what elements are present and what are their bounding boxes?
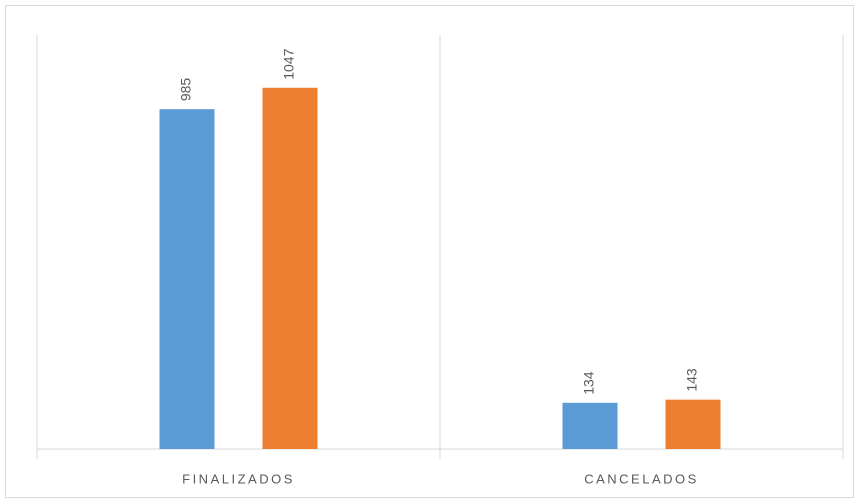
bar	[159, 109, 215, 450]
bar	[562, 402, 618, 449]
x-tick-label: CANCELADOS	[584, 471, 699, 486]
data-label: 143	[684, 368, 700, 392]
x-tick-label: FINALIZADOS	[182, 471, 295, 486]
bar	[262, 87, 318, 449]
data-label: 1047	[281, 48, 297, 79]
chart-frame	[5, 5, 854, 498]
data-label: 134	[581, 371, 597, 395]
bar	[665, 399, 721, 449]
data-label: 985	[178, 78, 194, 102]
